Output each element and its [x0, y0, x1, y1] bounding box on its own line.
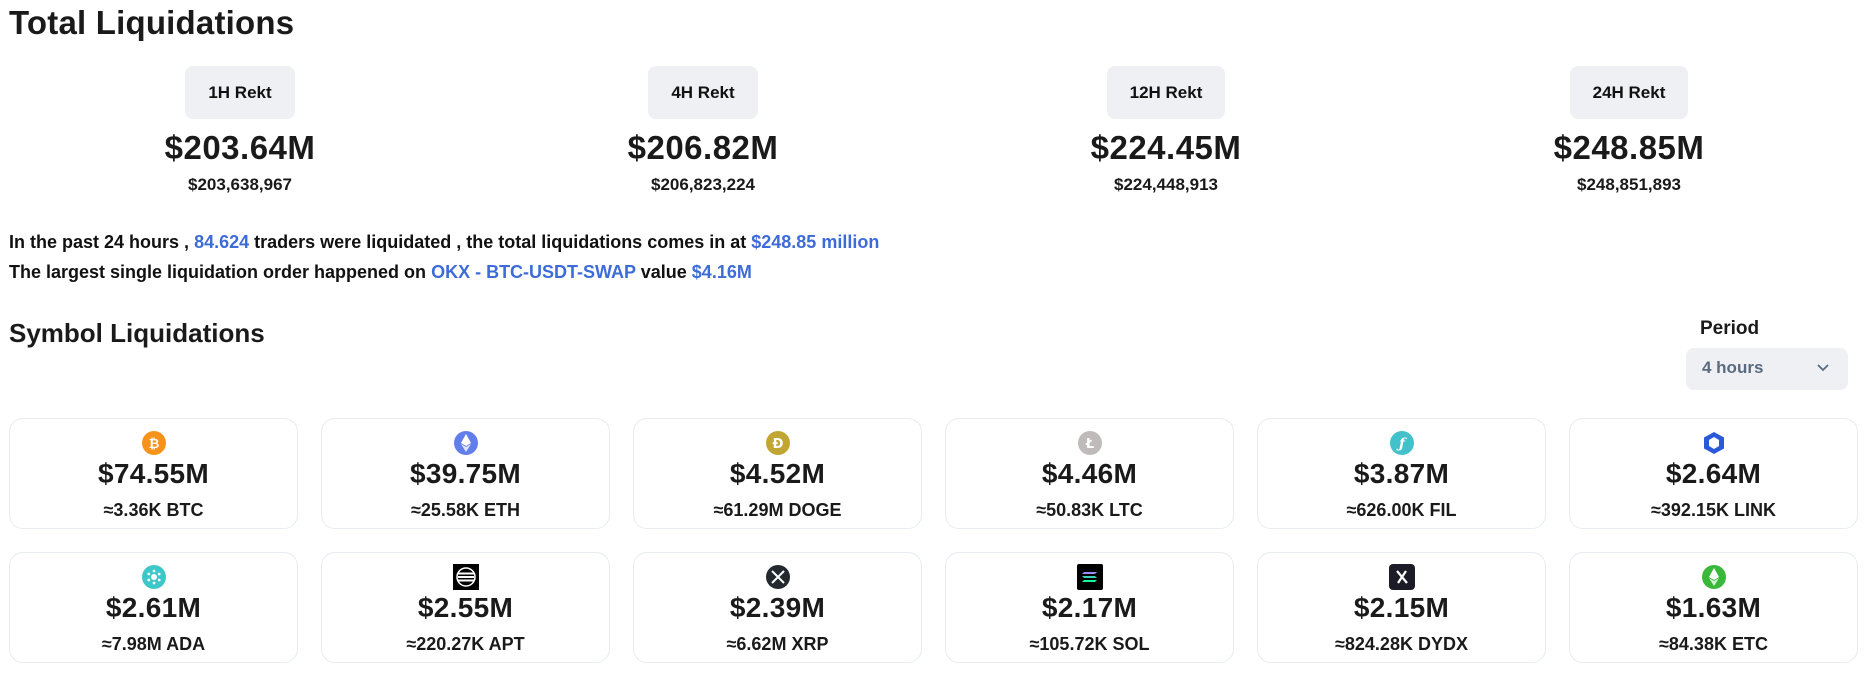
largest-order-link[interactable]: OKX - BTC-USDT-SWAP: [431, 262, 636, 282]
symbol-amount: $1.63M: [1665, 592, 1762, 623]
symbol-quantity: ≈824.28K DYDX: [1335, 634, 1468, 654]
summary-line-largest: The largest single liquidation order hap…: [9, 262, 752, 283]
ltc-icon: Ł: [1077, 430, 1103, 456]
symbol-card-doge[interactable]: Đ $4.52M ≈61.29M DOGE: [633, 418, 922, 529]
xrp-icon: [765, 564, 791, 590]
dydx-icon: [1388, 564, 1415, 590]
symbol-card-btc[interactable]: ₿ $74.55M ≈3.36K BTC: [9, 418, 298, 529]
eth-icon: [453, 430, 479, 456]
symbol-card-fil[interactable]: ƒ $3.87M ≈626.00K FIL: [1257, 418, 1546, 529]
page-title: Total Liquidations: [9, 4, 295, 41]
symbol-card-ltc[interactable]: Ł $4.46M ≈50.83K LTC: [945, 418, 1234, 529]
symbol-quantity: ≈6.62M XRP: [726, 634, 829, 654]
rekt-12h-button[interactable]: 12H Rekt: [1106, 66, 1226, 119]
sol-icon: [1076, 564, 1103, 590]
symbol-card-eth[interactable]: $39.75M ≈25.58K ETH: [321, 418, 610, 529]
rekt-12h: 12H Rekt $224.45M $224,448,913: [934, 66, 1398, 195]
section-title: Symbol Liquidations: [9, 318, 265, 348]
symbol-card-etc[interactable]: $1.63M ≈84.38K ETC: [1569, 552, 1858, 663]
symbol-quantity: ≈626.00K FIL: [1346, 500, 1457, 520]
rekt-4h-amount: $206.82M: [627, 129, 779, 166]
symbol-amount: $2.17M: [1041, 592, 1138, 623]
largest-order-value: $4.16M: [691, 262, 752, 282]
symbol-card-xrp[interactable]: $2.39M ≈6.62M XRP: [633, 552, 922, 663]
svg-text:₿: ₿: [148, 437, 159, 452]
symbol-card-dydx[interactable]: $2.15M ≈824.28K DYDX: [1257, 552, 1546, 663]
rekt-1h-amount: $203.64M: [164, 129, 316, 166]
symbol-card-apt[interactable]: $2.55M ≈220.27K APT: [321, 552, 610, 663]
symbol-quantity: ≈84.38K ETC: [1659, 634, 1768, 654]
period-value: 4 hours: [1702, 358, 1764, 377]
symbol-amount: $74.55M: [97, 458, 210, 489]
symbol-amount: $4.46M: [1041, 458, 1138, 489]
symbol-amount: $2.15M: [1353, 592, 1450, 623]
symbol-amount: $2.39M: [729, 592, 826, 623]
doge-icon: Đ: [765, 430, 791, 456]
rekt-12h-amount: $224.45M: [1090, 129, 1242, 166]
etc-icon: [1701, 564, 1727, 590]
svg-text:Ł: Ł: [1084, 437, 1093, 452]
rekt-24h-exact: $248,851,893: [1577, 175, 1681, 194]
chevron-down-icon: [1814, 358, 1832, 381]
period-select[interactable]: 4 hours: [1686, 348, 1848, 390]
symbol-amount: $3.87M: [1353, 458, 1450, 489]
symbol-quantity: ≈105.72K SOL: [1029, 634, 1150, 654]
fil-icon: ƒ: [1389, 430, 1415, 456]
rekt-12h-exact: $224,448,913: [1114, 175, 1218, 194]
rekt-4h-exact: $206,823,224: [651, 175, 755, 194]
symbol-quantity: ≈7.98M ADA: [101, 634, 206, 654]
summary-text: The largest single liquidation order hap…: [9, 262, 427, 282]
traders-count: 84.624: [194, 232, 250, 252]
rekt-1h-button[interactable]: 1H Rekt: [185, 66, 295, 119]
rekt-summary-row: 1H Rekt $203.64M $203,638,967 4H Rekt $2…: [0, 66, 1870, 206]
symbol-amount: $39.75M: [409, 458, 522, 489]
summary-text: In the past 24 hours ,: [9, 232, 190, 252]
rekt-24h-button[interactable]: 24H Rekt: [1569, 66, 1689, 119]
rekt-4h: 4H Rekt $206.82M $206,823,224: [471, 66, 935, 195]
symbol-card-link[interactable]: $2.64M ≈392.15K LINK: [1569, 418, 1858, 529]
symbol-card-sol[interactable]: $2.17M ≈105.72K SOL: [945, 552, 1234, 663]
btc-icon: ₿: [141, 430, 167, 456]
symbol-amount: $2.64M: [1665, 458, 1762, 489]
apt-icon: [452, 564, 479, 590]
symbol-quantity: ≈25.58K ETH: [411, 500, 520, 520]
symbol-amount: $4.52M: [729, 458, 826, 489]
rekt-24h-amount: $248.85M: [1553, 129, 1705, 166]
rekt-1h: 1H Rekt $203.64M $203,638,967: [8, 66, 472, 195]
summary-line-24h: In the past 24 hours , 84.624 traders we…: [9, 232, 879, 253]
link-icon: [1701, 430, 1727, 456]
rekt-4h-button[interactable]: 4H Rekt: [648, 66, 758, 119]
symbol-quantity: ≈3.36K BTC: [103, 500, 204, 520]
summary-text: value: [640, 262, 687, 282]
symbol-quantity: ≈61.29M DOGE: [713, 500, 842, 520]
svg-text:ƒ: ƒ: [1395, 436, 1407, 452]
symbol-card-ada[interactable]: $2.61M ≈7.98M ADA: [9, 552, 298, 663]
symbol-quantity: ≈50.83K LTC: [1036, 500, 1143, 520]
svg-text:Đ: Đ: [772, 437, 783, 452]
summary-text: traders were liquidated , the total liqu…: [254, 232, 747, 252]
symbol-quantity: ≈220.27K APT: [406, 634, 525, 654]
period-label: Period: [1700, 318, 1760, 339]
rekt-24h: 24H Rekt $248.85M $248,851,893: [1397, 66, 1861, 195]
symbol-amount: $2.61M: [105, 592, 202, 623]
total-liquidations: $248.85 million: [751, 232, 880, 252]
symbol-quantity: ≈392.15K LINK: [1651, 500, 1776, 520]
rekt-1h-exact: $203,638,967: [188, 175, 292, 194]
symbol-amount: $2.55M: [417, 592, 514, 623]
ada-icon: [141, 564, 167, 590]
